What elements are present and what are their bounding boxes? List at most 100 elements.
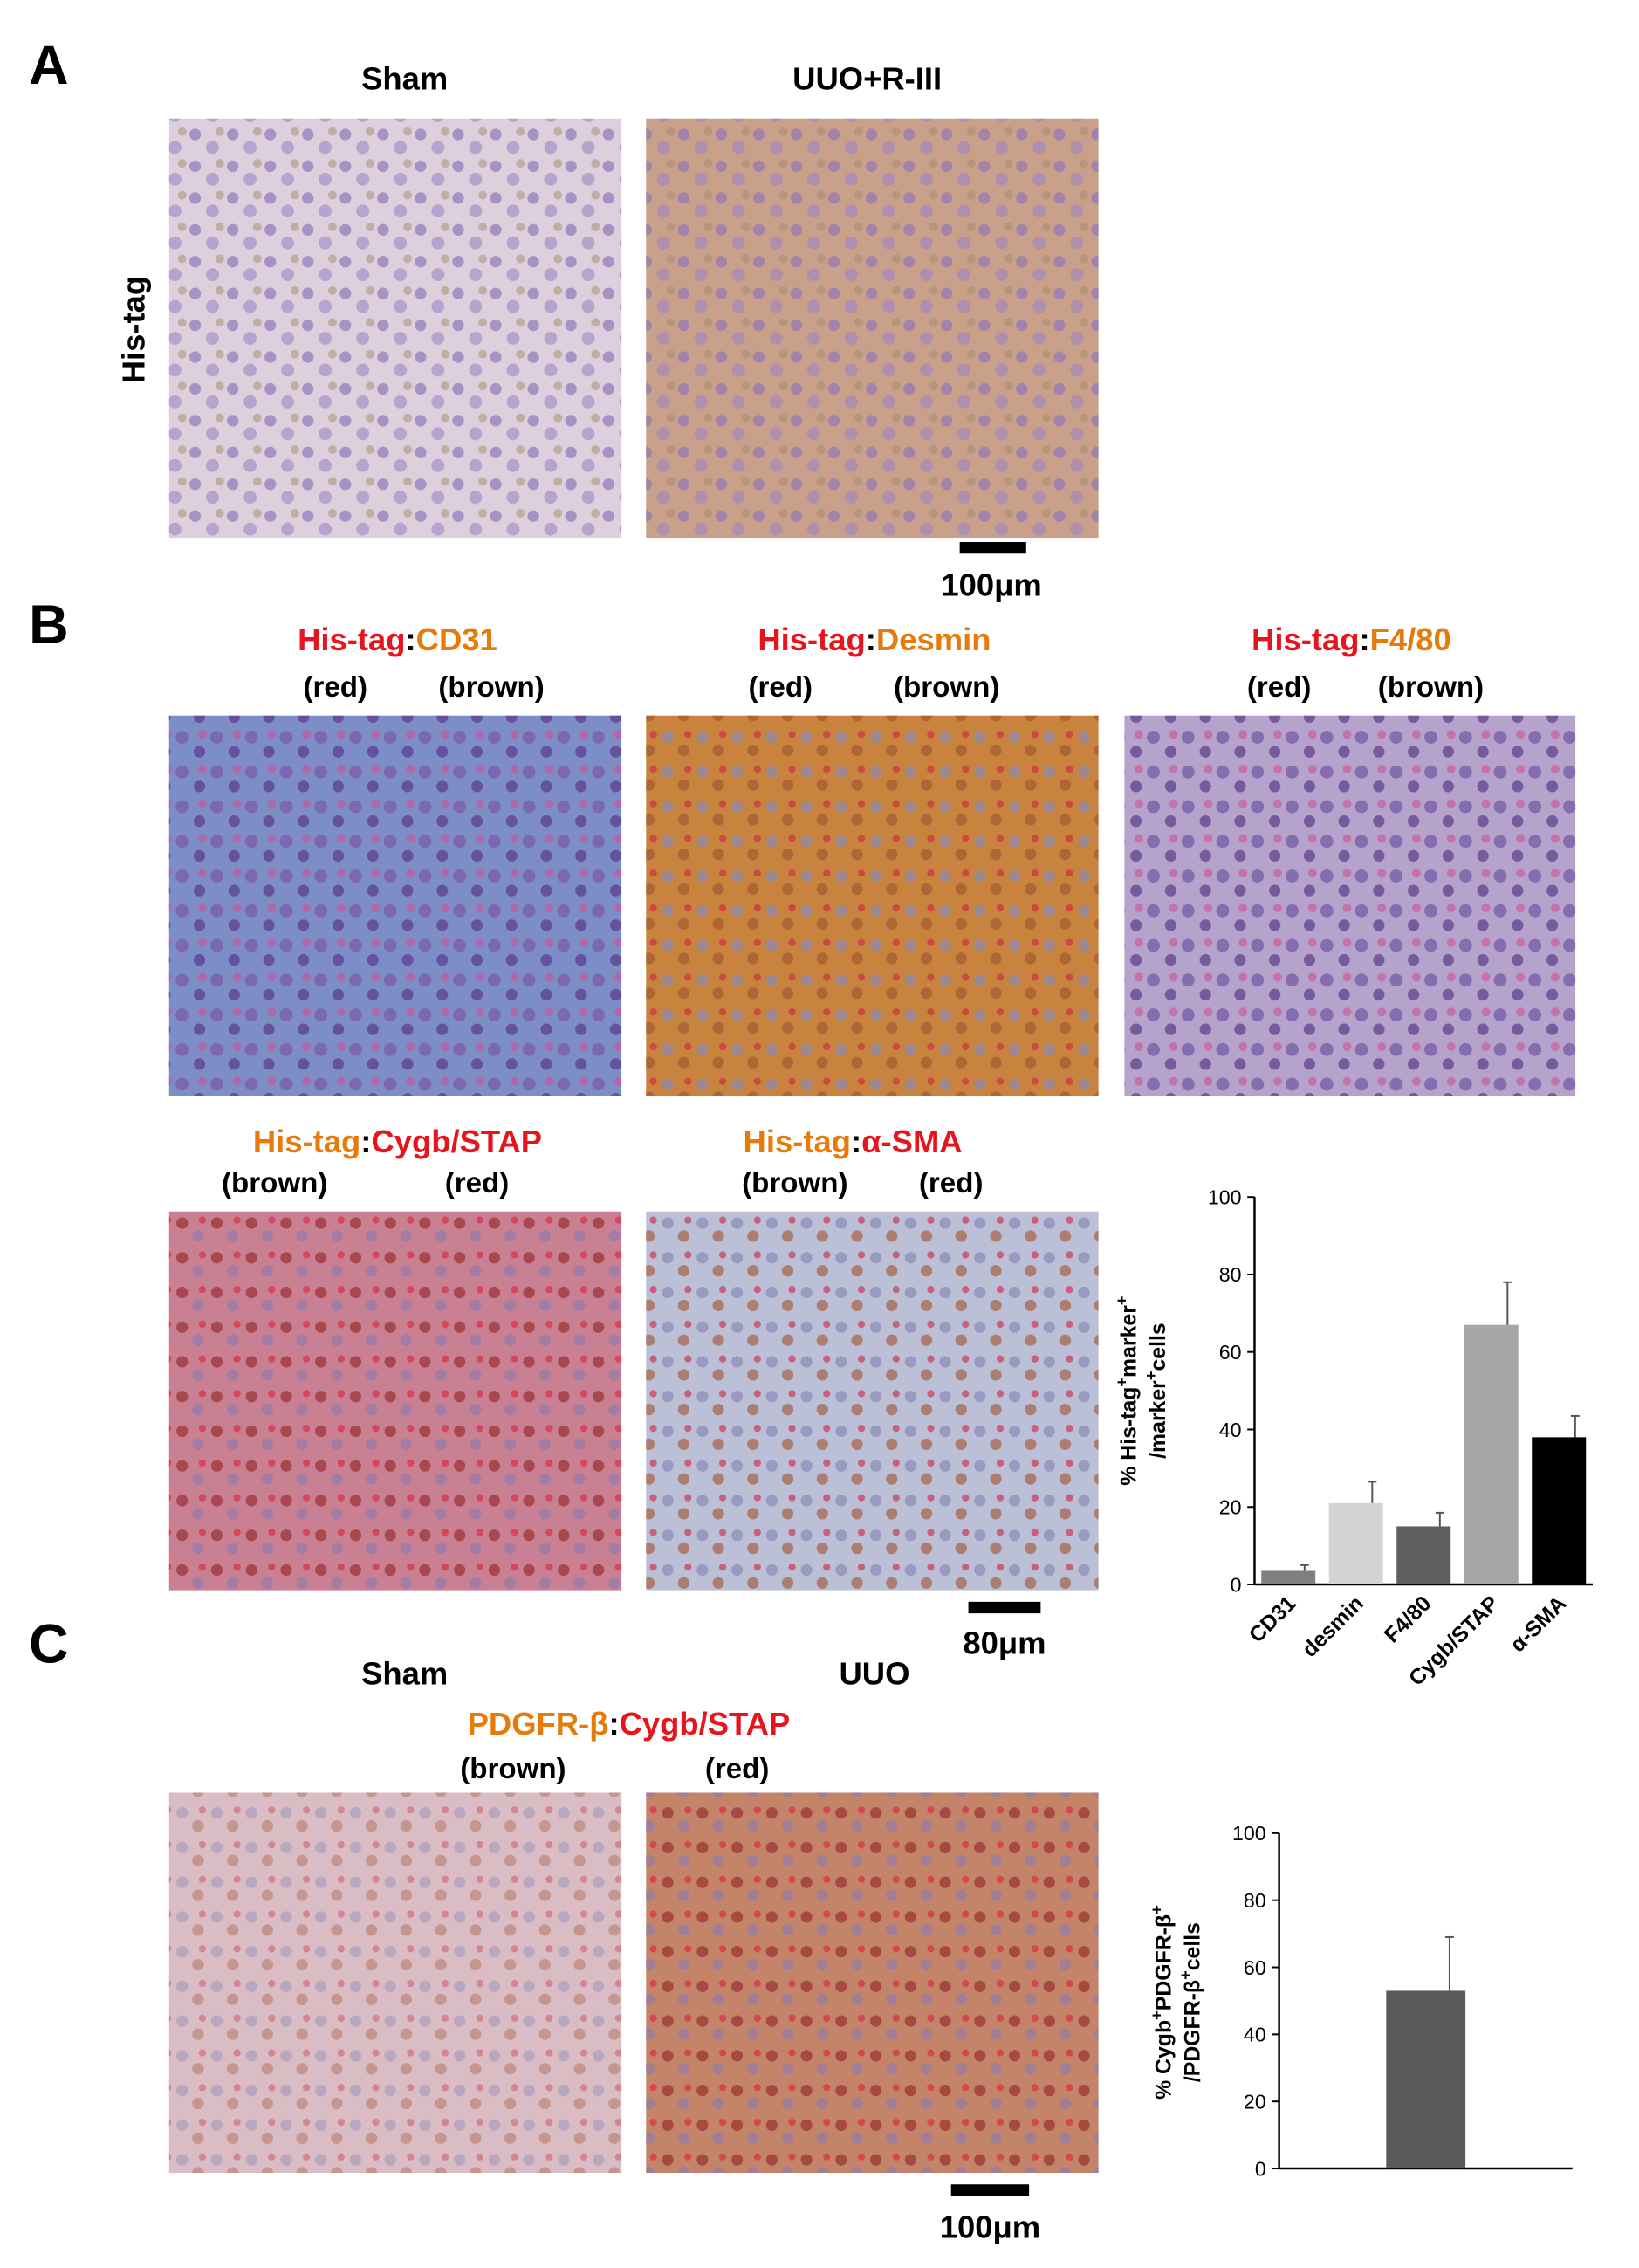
y-tick-label: 60 (1219, 1341, 1242, 1364)
micrograph-texture (168, 1792, 622, 2174)
stain-part: PDGFR-β (468, 1706, 609, 1742)
panel-letter: C (29, 1613, 68, 1674)
stain-label: His-tag:Cygb/STAP (253, 1124, 542, 1159)
stain-part: : (360, 1124, 371, 1159)
y-axis-label: /PDGFR-β+cells (1177, 1922, 1205, 2082)
micrograph-texture (646, 715, 1099, 1096)
bar (1396, 1526, 1451, 1585)
y-tick-label: 40 (1219, 1419, 1242, 1441)
stain-part: His-tag (1252, 622, 1359, 657)
y-label-part: % Cygb (1152, 2020, 1176, 2100)
y-tick-label: 20 (1244, 2090, 1266, 2113)
column-label: Sham (361, 1655, 448, 1691)
stain-note: (brown) (438, 671, 544, 704)
scale-label: 100μm (941, 567, 1041, 602)
stain-note: (brown) (894, 671, 999, 704)
bar (1386, 1990, 1466, 2169)
y-label-part: + (1177, 1970, 1195, 1980)
stain-part: CD31 (416, 622, 497, 657)
y-label-part: marker (1118, 1305, 1142, 1378)
micrograph-texture (646, 1792, 1099, 2174)
stain-label: His-tag:CD31 (298, 622, 497, 657)
scale-bar (968, 1601, 1041, 1614)
scale-bar (959, 542, 1026, 554)
y-label-part: + (1114, 1296, 1131, 1305)
stain-part: : (1360, 622, 1370, 657)
micrograph-texture (646, 1211, 1099, 1591)
y-tick-label: 60 (1244, 1956, 1266, 1979)
stain-part: His-tag (758, 622, 865, 657)
y-label-part: + (1142, 1371, 1160, 1381)
stain-label: His-tag:Desmin (758, 622, 991, 657)
stain-note: (red) (303, 671, 367, 704)
stain-note: (brown) (222, 1167, 327, 1199)
stain-part: Cygb/STAP (371, 1124, 542, 1159)
stain-note: (brown) (742, 1167, 847, 1199)
stain-part: Desmin (876, 622, 991, 657)
y-tick-label: 20 (1219, 1496, 1242, 1519)
stain-part: Cygb/STAP (620, 1706, 791, 1742)
y-tick-label: 80 (1244, 1889, 1266, 1912)
stain-label: PDGFR-β:Cygb/STAP (468, 1706, 791, 1742)
stain-labels: PDGFR-β:Cygb/STAP (brown) (red) (460, 1706, 790, 1785)
stain-note: (brown) (1378, 671, 1484, 704)
column-label: UUO+R-III (792, 61, 942, 97)
row-label: His-tag (116, 276, 152, 383)
bar (1532, 1437, 1587, 1585)
y-label-part: + (1114, 1378, 1131, 1387)
bar (1328, 1502, 1383, 1585)
x-tick-label: F4/80 (1380, 1591, 1436, 1647)
stain-note: (red) (919, 1167, 984, 1199)
column-label: UUO (839, 1655, 909, 1691)
stain-part: His-tag (744, 1124, 851, 1159)
x-tick-label: desmin (1298, 1591, 1368, 1662)
stain-part: His-tag (253, 1124, 360, 1159)
panel-letter: B (29, 594, 68, 656)
scale-label: 80μm (963, 1625, 1046, 1660)
panel-letter: A (29, 35, 68, 96)
y-label-part: /marker (1147, 1380, 1170, 1459)
y-label-part: cells (1182, 1922, 1205, 1970)
scale-bar (950, 2184, 1030, 2196)
x-tick-label: α-SMA (1506, 1591, 1572, 1657)
bar (1261, 1570, 1316, 1585)
stain-part: : (851, 1124, 861, 1159)
micrograph-texture (168, 715, 622, 1096)
stain-part: α-SMA (861, 1124, 962, 1159)
stain-part: F4/80 (1370, 622, 1451, 657)
y-tick-label: 80 (1219, 1263, 1242, 1286)
y-tick-label: 0 (1255, 2157, 1266, 2180)
stain-label: His-tag:α-SMA (744, 1124, 963, 1159)
y-tick-label: 100 (1208, 1186, 1242, 1208)
stain-label: His-tag:F4/80 (1252, 622, 1451, 657)
y-tick-label: 0 (1231, 1573, 1242, 1596)
y-axis-label: % Cygb+PDGFR-β+ (1148, 1905, 1176, 2100)
y-label-part: + (1148, 1905, 1165, 1914)
stain-part: : (608, 1706, 619, 1742)
column-label: Sham (361, 61, 448, 97)
stain-note: (red) (705, 1753, 770, 1785)
scale-label: 100μm (940, 2210, 1040, 2245)
stain-labels: His-tag:CD31(red) (brown)His-tag:Desmin(r… (222, 622, 1484, 1199)
y-label-part: cells (1147, 1323, 1170, 1371)
y-label-part: PDGFR-β (1152, 1914, 1176, 2010)
stain-part: : (866, 622, 876, 657)
y-label-part: % His-tag (1118, 1387, 1142, 1486)
stain-note: (red) (748, 671, 813, 704)
y-tick-label: 40 (1244, 2024, 1266, 2046)
micrograph-texture (1124, 715, 1576, 1096)
y-label-part: /PDGFR-β (1182, 1980, 1205, 2082)
stain-note: (brown) (460, 1753, 566, 1785)
micrograph-texture (168, 118, 622, 539)
y-tick-label: 100 (1232, 1822, 1266, 1845)
micrograph-texture (646, 118, 1099, 539)
y-label-part: + (1148, 2010, 1165, 2020)
stain-note: (red) (1247, 671, 1312, 704)
x-tick-label: CD31 (1245, 1591, 1300, 1647)
y-axis-label: /marker+cells (1142, 1323, 1170, 1459)
y-axis-label: % His-tag+marker+ (1114, 1296, 1142, 1485)
